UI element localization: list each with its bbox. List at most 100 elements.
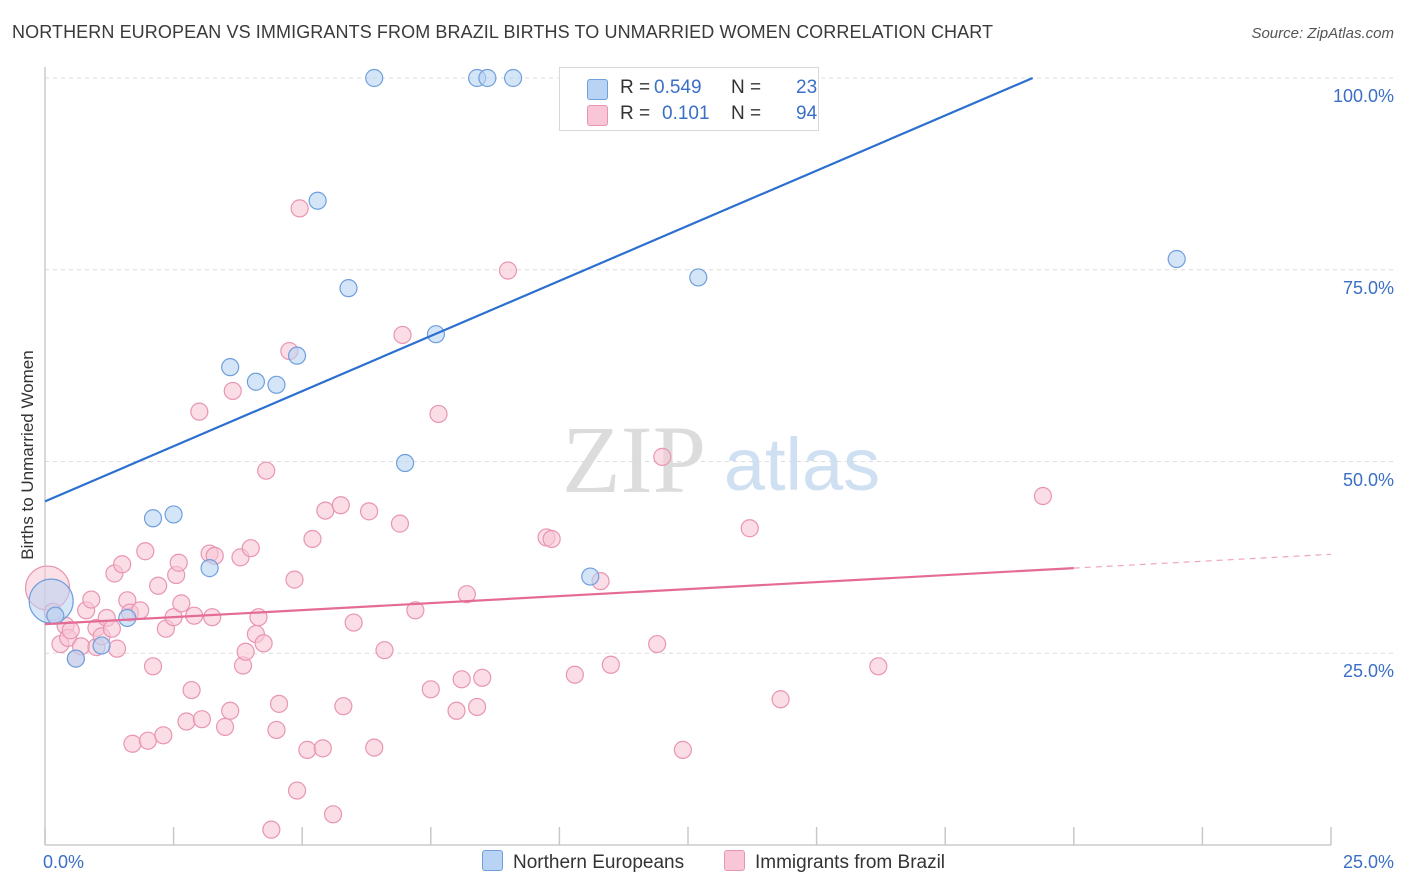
northern-european-point bbox=[143, 509, 163, 528]
legend-row-northern-europeans: R = 0.549 N = 23 bbox=[560, 77, 818, 101]
northern-european-point bbox=[689, 268, 708, 287]
x-tick-label: 25.0% bbox=[1342, 852, 1394, 872]
brazil-point bbox=[215, 717, 235, 736]
brazil-point bbox=[203, 608, 222, 627]
brazil-point bbox=[303, 529, 322, 549]
brazil-point bbox=[223, 381, 242, 401]
brazil-points bbox=[24, 199, 1053, 839]
brazil-point bbox=[182, 680, 201, 700]
brazil-point bbox=[1033, 486, 1053, 506]
watermark: ZIP atlas bbox=[562, 406, 880, 513]
legend-swatch-blue bbox=[482, 850, 503, 871]
brazil-point bbox=[673, 740, 692, 759]
legend-n-label: N = bbox=[731, 77, 762, 98]
brazil-point bbox=[869, 657, 888, 676]
northern-european-point bbox=[1167, 249, 1186, 269]
brazil-point bbox=[154, 726, 173, 745]
brazil-point bbox=[113, 555, 132, 574]
northern-european-point bbox=[581, 567, 600, 586]
brazil-point bbox=[323, 805, 343, 824]
watermark-zip: ZIP bbox=[562, 406, 706, 513]
brazil-point bbox=[344, 613, 363, 632]
brazil-point bbox=[313, 739, 332, 758]
northern-european-points bbox=[28, 68, 1186, 668]
trend-line-northern-europeans bbox=[44, 76, 1034, 503]
legend-swatch-pink bbox=[587, 105, 608, 126]
northern-european-point bbox=[118, 608, 137, 628]
brazil-point bbox=[542, 529, 561, 549]
brazil-point bbox=[221, 701, 240, 720]
brazil-point bbox=[447, 701, 466, 720]
brazil-point bbox=[771, 690, 790, 709]
brazil-point bbox=[149, 576, 168, 595]
brazil-point bbox=[102, 619, 121, 638]
brazil-point bbox=[136, 542, 155, 561]
northern-european-point bbox=[287, 346, 307, 365]
northern-european-point bbox=[395, 453, 415, 473]
legend-r-label: R = bbox=[620, 77, 651, 98]
brazil-point bbox=[473, 668, 492, 687]
brazil-point bbox=[334, 697, 353, 716]
legend-swatch-pink bbox=[724, 850, 745, 871]
brazil-point bbox=[61, 621, 80, 640]
legend-n-value: 23 bbox=[796, 77, 818, 98]
northern-european-point bbox=[200, 559, 219, 578]
brazil-point bbox=[143, 657, 163, 676]
brazil-point bbox=[406, 601, 425, 620]
brazil-point bbox=[365, 738, 384, 757]
brazil-point bbox=[393, 325, 412, 345]
brazil-point bbox=[257, 461, 276, 480]
y-tick-label: 25.0% bbox=[1342, 661, 1394, 682]
brazil-point bbox=[190, 402, 209, 421]
brazil-point bbox=[262, 820, 281, 839]
brazil-point bbox=[452, 670, 471, 689]
brazil-point bbox=[740, 519, 759, 538]
northern-european-point bbox=[504, 68, 523, 88]
legend-r-value: 0.101 bbox=[662, 103, 710, 124]
legend-r-value: 0.549 bbox=[654, 77, 702, 98]
brazil-point bbox=[375, 641, 394, 660]
brazil-point bbox=[316, 501, 335, 520]
brazil-point bbox=[565, 665, 584, 684]
brazil-point bbox=[241, 539, 260, 558]
legend-label: Northern Europeans bbox=[513, 852, 685, 873]
brazil-point bbox=[601, 655, 620, 674]
legend-row-brazil: R = 0.101 N = 94 bbox=[560, 103, 818, 127]
brazil-point bbox=[421, 680, 440, 699]
brazil-point bbox=[429, 404, 448, 424]
brazil-point bbox=[457, 585, 476, 604]
brazil-point bbox=[648, 634, 667, 654]
northern-european-point bbox=[478, 68, 497, 88]
brazil-point bbox=[236, 642, 255, 661]
brazil-point bbox=[653, 447, 672, 466]
brazil-point bbox=[285, 570, 304, 589]
axes bbox=[44, 67, 1332, 846]
brazil-point bbox=[123, 734, 142, 753]
y-tick-label: 100.0% bbox=[1332, 86, 1394, 106]
watermark-atlas: atlas bbox=[724, 423, 880, 506]
brazil-point bbox=[298, 740, 317, 759]
northern-european-point bbox=[221, 358, 240, 377]
legend-n-value: 94 bbox=[796, 103, 818, 124]
brazil-point bbox=[467, 697, 487, 717]
northern-european-point bbox=[164, 505, 183, 524]
brazil-point bbox=[331, 496, 350, 515]
brazil-point bbox=[82, 590, 101, 609]
brazil-point bbox=[287, 781, 307, 800]
brazil-point bbox=[267, 720, 286, 740]
northern-european-point bbox=[267, 375, 286, 394]
brazil-point bbox=[138, 731, 157, 750]
northern-european-point bbox=[66, 649, 85, 668]
trend-line-brazil-extension bbox=[1073, 553, 1332, 569]
brazil-point bbox=[192, 710, 211, 729]
brazil-point bbox=[169, 553, 188, 572]
brazil-point bbox=[290, 199, 309, 218]
brazil-point bbox=[172, 594, 191, 613]
trend-lines bbox=[44, 76, 1332, 626]
legend-swatch-blue bbox=[587, 79, 608, 100]
correlation-legend: R = 0.549 N = 23 R = 0.101 N = 94 bbox=[559, 67, 819, 131]
brazil-point bbox=[107, 639, 127, 658]
brazil-point bbox=[359, 502, 379, 521]
brazil-point bbox=[390, 514, 410, 533]
